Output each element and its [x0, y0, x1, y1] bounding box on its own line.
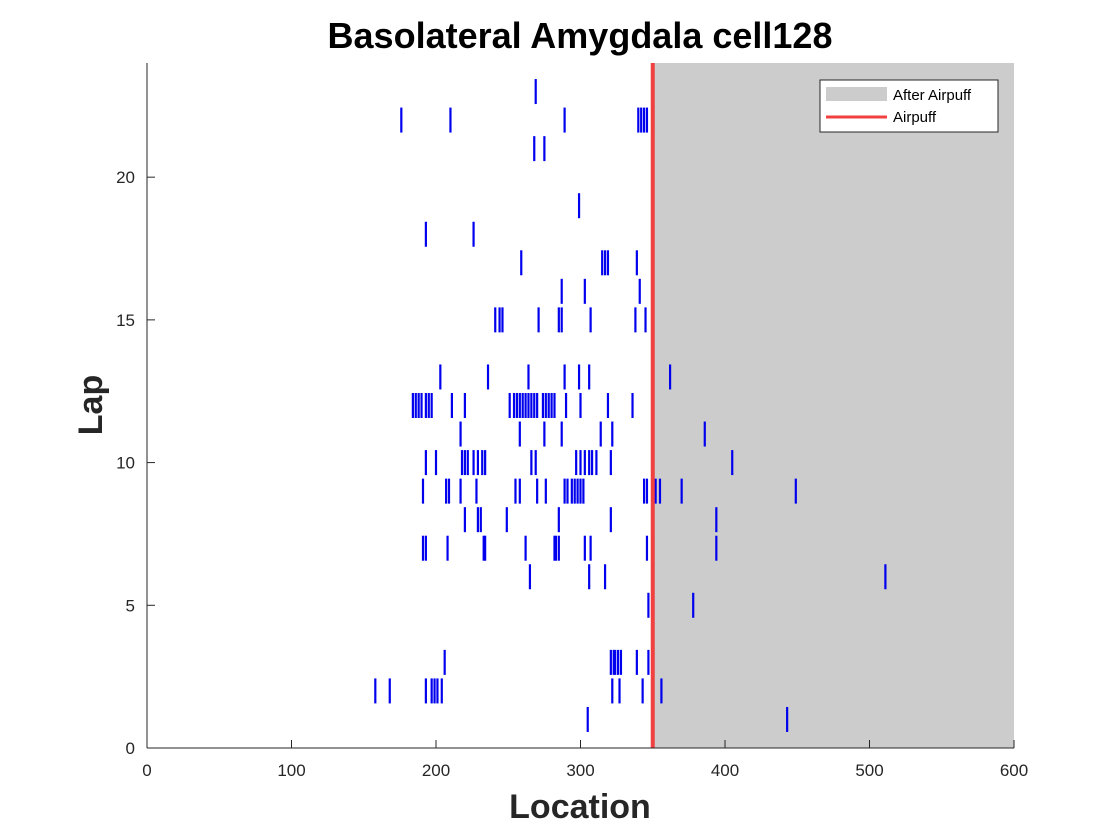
- x-tick-label: 600: [1000, 761, 1028, 780]
- x-tick-label: 0: [142, 761, 151, 780]
- y-axis-label: Lap: [72, 375, 110, 435]
- x-tick-label: 200: [422, 761, 450, 780]
- y-tick-label: 0: [126, 739, 135, 758]
- y-tick-label: 10: [116, 454, 135, 473]
- chart-title: Basolateral Amygdala cell128: [328, 15, 833, 56]
- y-tick-label: 15: [116, 311, 135, 330]
- axes: 0 100 200 300 400 500 600 0 5 10 15 20: [116, 63, 1028, 780]
- legend-airpuff-label: Airpuff: [893, 109, 937, 126]
- spike-raster: [374, 79, 887, 732]
- x-tick-label: 100: [277, 761, 305, 780]
- x-tick-label: 500: [855, 761, 883, 780]
- y-tick-label: 20: [116, 168, 135, 187]
- x-tick-label: 400: [711, 761, 739, 780]
- y-ticks: 0 5 10 15 20: [116, 168, 155, 758]
- after-airpuff-region: [652, 63, 1014, 748]
- plot-area: [374, 63, 1014, 748]
- legend-after-airpuff-swatch: [826, 87, 887, 101]
- x-ticks: 0 100 200 300 400 500 600: [142, 740, 1028, 780]
- legend: After Airpuff Airpuff: [819, 79, 999, 133]
- x-axis-label: Location: [509, 788, 651, 826]
- y-tick-label: 5: [126, 596, 135, 615]
- legend-after-airpuff-label: After Airpuff: [893, 87, 972, 104]
- x-tick-label: 300: [566, 761, 594, 780]
